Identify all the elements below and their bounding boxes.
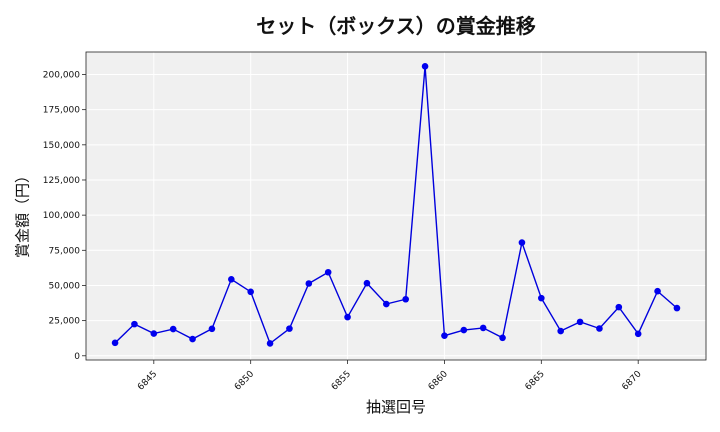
plot-frame (85, 51, 707, 361)
data-point (150, 330, 158, 337)
x-tick-label: 6845 (136, 369, 159, 392)
data-point (596, 325, 603, 332)
data-point (615, 303, 623, 311)
data-point (363, 279, 371, 287)
x-tick-label: 6865 (524, 369, 547, 392)
data-point (324, 268, 332, 276)
data-point (499, 334, 506, 342)
data-point (460, 326, 468, 334)
data-point (576, 318, 584, 326)
data-point (538, 294, 545, 302)
data-point (228, 275, 235, 283)
x-axis-label: 抽選回号 (365, 398, 426, 416)
y-tick-label: 100,000 (43, 211, 80, 221)
data-point (344, 313, 351, 321)
data-point (169, 325, 177, 333)
x-tick-label: 6860 (427, 369, 450, 392)
data-point (305, 280, 313, 287)
y-tick-label: 175,000 (43, 106, 80, 116)
data-point (208, 325, 216, 333)
series (111, 63, 681, 347)
data-point (421, 63, 429, 70)
y-tick-label: 150,000 (43, 141, 80, 151)
data-point (247, 288, 254, 296)
data-point (266, 340, 274, 347)
x-tick-label: 6870 (620, 369, 643, 392)
series-line (114, 66, 678, 345)
y-tick-label: 50,000 (49, 281, 81, 291)
data-point (189, 335, 196, 343)
data-point (441, 332, 448, 339)
data-point (479, 324, 487, 332)
data-point (557, 327, 564, 335)
x-tick-label: 6850 (233, 369, 256, 392)
data-point (673, 304, 681, 312)
y-tick-label: 25,000 (49, 317, 81, 327)
data-point (383, 300, 390, 308)
data-point (518, 239, 526, 246)
grid (86, 52, 706, 360)
y-tick-label: 75,000 (49, 246, 81, 256)
data-point (286, 325, 293, 332)
y-tick-label: 125,000 (43, 176, 80, 186)
data-point (654, 287, 661, 295)
y-tick-label: 0 (74, 352, 80, 362)
x-tick-label: 6855 (330, 369, 353, 392)
y-tick-label: 200,000 (43, 71, 80, 81)
chart-title: セット（ボックス）の賞金推移 (256, 14, 536, 38)
data-point (402, 295, 409, 303)
data-point (634, 330, 642, 338)
data-point (131, 320, 138, 328)
data-point (111, 339, 119, 347)
plot-area (86, 52, 706, 360)
